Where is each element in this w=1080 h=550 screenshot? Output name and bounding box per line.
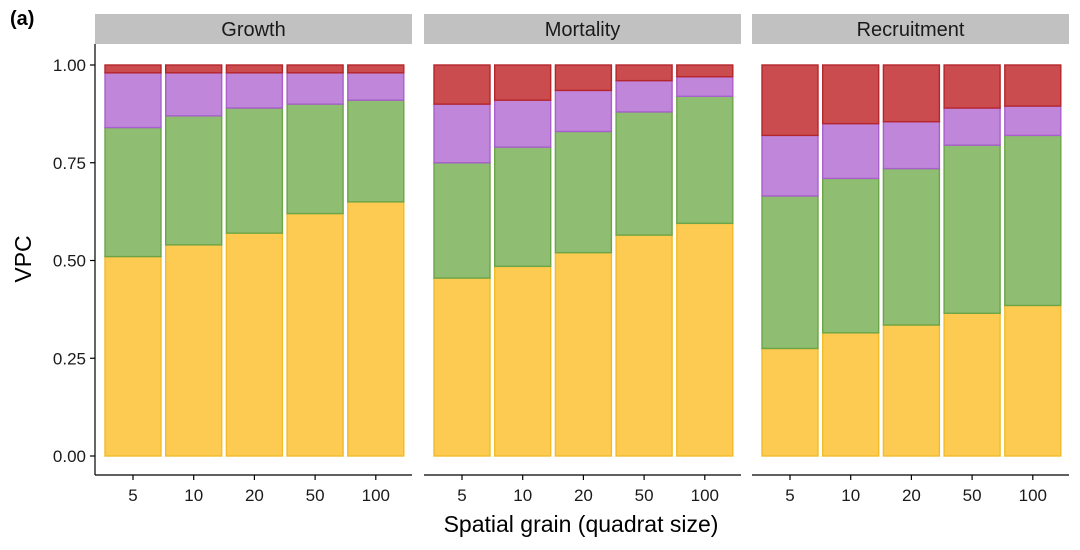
bar-segment-purple [347, 72, 405, 101]
bar-segment-purple [433, 103, 491, 164]
x-tick-label: 10 [513, 486, 532, 505]
bar-segment-red [882, 64, 941, 123]
bar-segment-yellow [433, 277, 491, 457]
bar-segment-yellow [286, 212, 344, 457]
bar-segment-purple [104, 72, 162, 129]
bar-segment-yellow [1004, 304, 1062, 457]
bar-segment-yellow [347, 201, 405, 457]
facet-strip-label: Mortality [545, 19, 621, 41]
bar-segment-green [225, 107, 284, 234]
bar-segment-red [615, 64, 673, 82]
bar-segment-yellow [225, 232, 284, 457]
bar-segment-yellow [164, 244, 223, 457]
bar-segment-green [286, 103, 344, 215]
bar-segment-green [882, 167, 941, 326]
y-axis-title: VPC [10, 235, 36, 282]
bar-segment-green [494, 146, 552, 268]
x-tick-label: 10 [184, 486, 203, 505]
bar-segment-green [676, 95, 734, 225]
facet-strip [752, 14, 1069, 44]
x-tick-label: 5 [457, 486, 466, 505]
bar-segment-purple [943, 107, 1001, 146]
panel-tag: (a) [10, 8, 34, 30]
bar-segment-green [164, 115, 223, 246]
bar-segment-green [1004, 134, 1062, 307]
bar-segment-red [761, 64, 819, 137]
bar-segment-yellow [554, 251, 613, 457]
bar-segment-red [1004, 64, 1062, 107]
facet-strip-label: Growth [221, 19, 285, 41]
y-tick-label: 0.25 [53, 349, 86, 368]
y-tick-label: 1.00 [53, 56, 86, 75]
x-tick-label: 100 [362, 486, 390, 505]
y-tick-label: 0.00 [53, 447, 86, 466]
bar-segment-green [822, 177, 880, 334]
x-tick-label: 20 [902, 486, 921, 505]
bar-segment-red [347, 64, 405, 74]
x-tick-label: 50 [963, 486, 982, 505]
bar-segment-green [104, 126, 162, 258]
x-tick-label: 20 [245, 486, 264, 505]
bar-segment-green [761, 195, 819, 350]
bar-segment-purple [494, 99, 552, 148]
bar-segment-green [347, 99, 405, 203]
bar-segment-purple [615, 79, 673, 113]
bar-segment-red [943, 64, 1001, 109]
x-tick-label: 20 [574, 486, 593, 505]
facet-strip [95, 14, 412, 44]
bar-segment-green [943, 144, 1001, 314]
facet-panel-mortality: Mortality 5 10 20 50 100 [424, 14, 741, 505]
bar-segment-purple [164, 72, 223, 117]
bar-segment-purple [676, 76, 734, 97]
bar-segment-purple [761, 134, 819, 197]
x-tick-label: 50 [306, 486, 325, 505]
bar-segment-yellow [494, 265, 552, 457]
bar-segment-yellow [943, 312, 1001, 457]
bar-segment-green [433, 162, 491, 279]
bar-segment-yellow [676, 222, 734, 457]
bar-segment-green [554, 130, 613, 254]
bar-segment-red [676, 64, 734, 78]
x-tick-label: 100 [1019, 486, 1047, 505]
bar-segment-red [164, 64, 223, 74]
bar-segment-red [104, 64, 162, 74]
x-tick-label: 50 [635, 486, 654, 505]
y-tick-label: 0.50 [53, 252, 86, 271]
x-axis-title: Spatial grain (quadrat size) [444, 511, 719, 537]
bar-segment-yellow [104, 255, 162, 457]
bar-segment-red [494, 64, 552, 101]
bar-segment-purple [882, 120, 941, 170]
bar-segment-yellow [822, 332, 880, 457]
facet-strip [424, 14, 741, 44]
bar-segment-yellow [882, 324, 941, 457]
bar-segment-purple [225, 72, 284, 109]
x-tick-label: 10 [841, 486, 860, 505]
x-tick-label: 5 [785, 486, 794, 505]
y-tick-label: 0.75 [53, 154, 86, 173]
facet-panel-growth: Growth 5 10 20 50 100 [95, 14, 412, 505]
bar-segment-green [615, 111, 673, 236]
bar-segment-red [433, 64, 491, 105]
bar-segment-red [225, 64, 284, 74]
bar-segment-yellow [761, 347, 819, 457]
x-tick-label: 5 [128, 486, 137, 505]
facet-strip-label: Recruitment [857, 19, 965, 41]
bar-segment-red [286, 64, 344, 74]
x-tick-label: 100 [691, 486, 719, 505]
bar-segment-purple [554, 89, 613, 133]
bar-segment-purple [286, 72, 344, 105]
facet-panel-recruitment: Recruitment 5 10 20 50 100 [752, 14, 1069, 505]
bar-segment-yellow [615, 234, 673, 457]
bar-segment-purple [1004, 105, 1062, 137]
bar-segment-red [822, 64, 880, 125]
bar-segment-red [554, 64, 613, 92]
bar-segment-purple [822, 122, 880, 180]
